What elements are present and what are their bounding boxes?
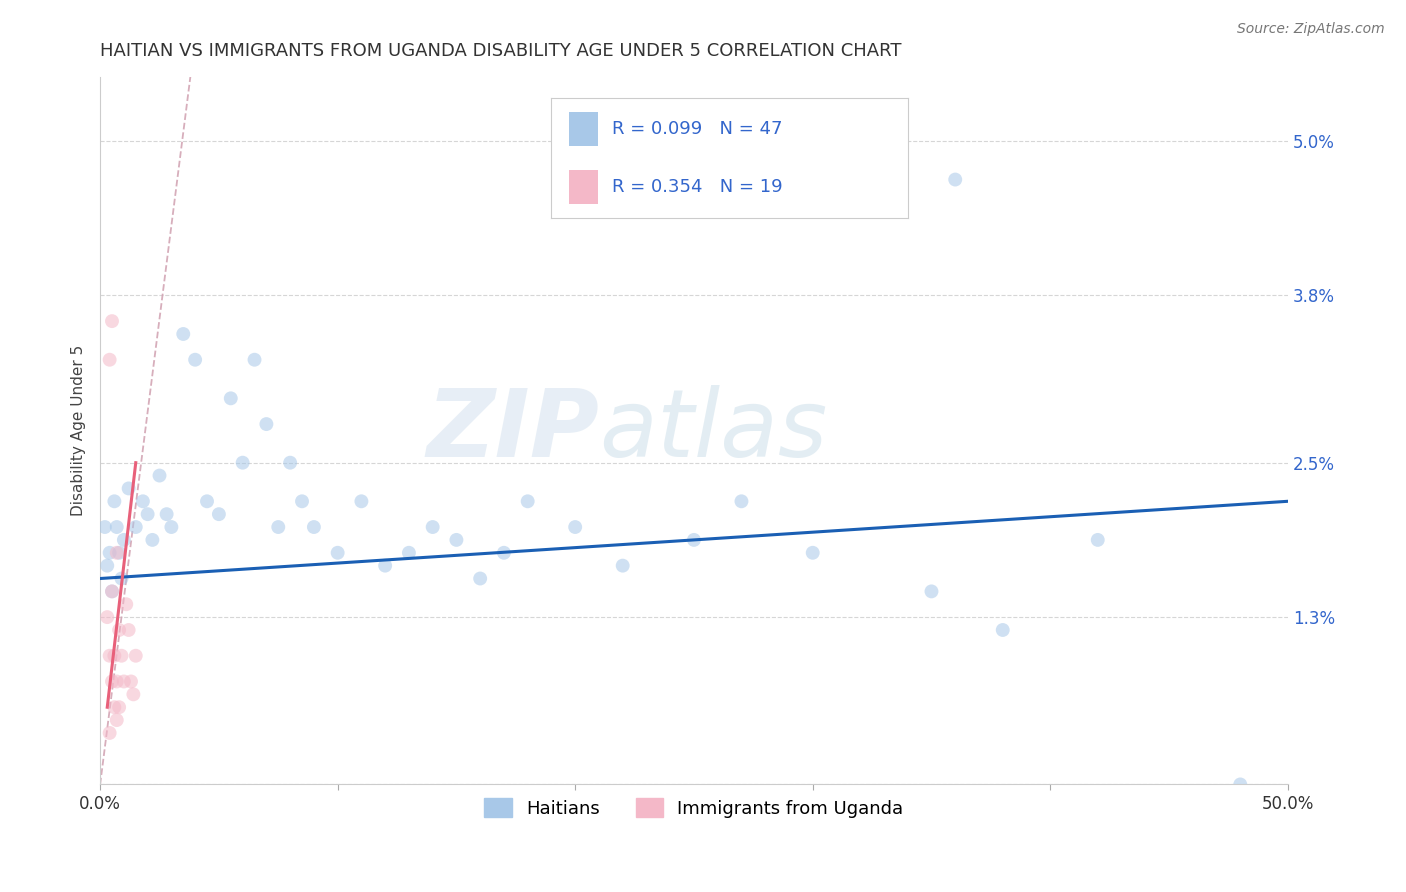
Point: [136, 507, 159, 521]
Point: [96, 610, 118, 624]
Point: [1087, 533, 1109, 547]
Point: [141, 533, 163, 547]
Point: [801, 546, 824, 560]
Text: Source: ZipAtlas.com: Source: ZipAtlas.com: [1237, 22, 1385, 37]
Y-axis label: Disability Age Under 5: Disability Age Under 5: [72, 345, 86, 516]
Point: [105, 546, 128, 560]
Point: [98, 546, 121, 560]
Point: [120, 674, 142, 689]
Point: [156, 507, 179, 521]
Point: [612, 558, 634, 573]
Point: [112, 674, 135, 689]
Point: [117, 623, 139, 637]
Point: [278, 456, 301, 470]
Point: [422, 520, 444, 534]
Point: [374, 558, 396, 573]
Point: [105, 674, 128, 689]
Point: [943, 172, 966, 186]
Point: [103, 494, 125, 508]
Point: [115, 597, 138, 611]
Text: ZIP: ZIP: [426, 384, 599, 476]
Point: [108, 546, 131, 560]
Point: [350, 494, 373, 508]
Point: [98, 648, 121, 663]
Point: [219, 392, 242, 406]
Point: [101, 584, 124, 599]
Point: [96, 558, 118, 573]
Point: [446, 533, 468, 547]
Point: [291, 494, 314, 508]
Point: [101, 584, 124, 599]
Point: [108, 623, 131, 637]
Point: [302, 520, 325, 534]
Point: [105, 520, 128, 534]
Point: [172, 326, 194, 341]
Point: [267, 520, 290, 534]
Point: [132, 494, 155, 508]
Point: [112, 533, 135, 547]
Point: [101, 314, 124, 328]
Point: [991, 623, 1014, 637]
Point: [110, 648, 132, 663]
Point: [326, 546, 349, 560]
Point: [208, 507, 231, 521]
Point: [105, 713, 128, 727]
Point: [122, 687, 145, 701]
Point: [232, 456, 254, 470]
Text: atlas: atlas: [599, 385, 827, 476]
Point: [730, 494, 752, 508]
Point: [125, 648, 148, 663]
Point: [103, 700, 125, 714]
Point: [103, 648, 125, 663]
Point: [1229, 777, 1251, 791]
Point: [160, 520, 183, 534]
Point: [470, 572, 492, 586]
Point: [117, 482, 139, 496]
Point: [398, 546, 420, 560]
Point: [125, 520, 148, 534]
Point: [101, 674, 124, 689]
Point: [195, 494, 218, 508]
Legend: Haitians, Immigrants from Uganda: Haitians, Immigrants from Uganda: [477, 791, 911, 825]
Point: [516, 494, 538, 508]
Point: [921, 584, 943, 599]
Text: HAITIAN VS IMMIGRANTS FROM UGANDA DISABILITY AGE UNDER 5 CORRELATION CHART: HAITIAN VS IMMIGRANTS FROM UGANDA DISABI…: [100, 42, 901, 60]
Point: [98, 352, 121, 367]
Point: [184, 352, 207, 367]
Point: [254, 417, 277, 431]
Point: [683, 533, 706, 547]
Point: [492, 546, 515, 560]
Point: [110, 572, 132, 586]
Point: [564, 520, 586, 534]
Point: [98, 726, 121, 740]
Point: [108, 700, 131, 714]
Point: [148, 468, 170, 483]
Point: [94, 520, 117, 534]
Point: [243, 352, 266, 367]
